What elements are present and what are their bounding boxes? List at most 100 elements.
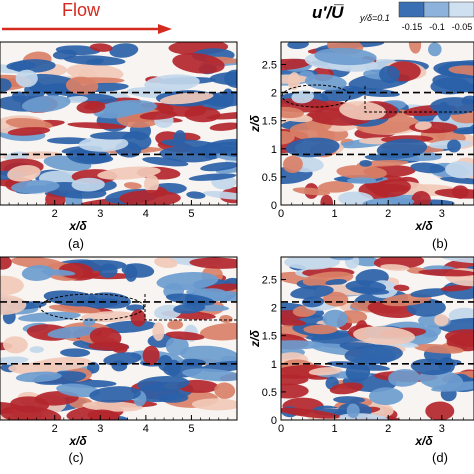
contour-patch: [71, 177, 105, 192]
contour-patch: [119, 189, 181, 205]
contour-patch: [76, 153, 114, 164]
contour-patch: [336, 165, 387, 180]
contour-patch: [432, 73, 474, 93]
contour-patch: [0, 78, 12, 93]
contour-patch: [285, 137, 340, 158]
contour-patch: [214, 382, 236, 399]
contour-patch: [281, 407, 340, 419]
contour-patch: [167, 319, 184, 330]
contour-patch: [346, 403, 360, 418]
y-tick-label: 2.5: [262, 274, 277, 286]
contour-patch: [380, 264, 410, 271]
contour-patch: [103, 352, 142, 366]
x-tick-label: 3: [97, 208, 103, 220]
contour-patch: [157, 392, 189, 403]
contour-patch: [136, 376, 190, 392]
panel-label: (b): [432, 236, 448, 251]
y-axis-label: z/δ: [248, 115, 262, 133]
contour-patch: [60, 348, 91, 358]
colorbar-title-sub: y/δ=0.1: [359, 13, 390, 23]
contour-patch: [109, 43, 139, 58]
contour-patch: [0, 294, 27, 315]
contour-patch: [90, 131, 141, 140]
panel-label: (d): [432, 450, 448, 465]
contour-patch: [308, 367, 343, 376]
x-tick-label: 2: [52, 208, 58, 220]
contour-patch: [191, 398, 237, 411]
x-tick-label: 3: [97, 423, 103, 435]
y-tick-label: 0.5: [262, 172, 277, 184]
contour-patch: [11, 91, 27, 103]
y-tick-label: 1.5: [262, 116, 277, 128]
y-tick-label: 2: [271, 303, 277, 315]
contour-patch: [329, 382, 363, 395]
contour-patch: [281, 316, 307, 326]
contour-patch: [184, 106, 221, 123]
x-tick-label: 4: [143, 208, 149, 220]
colorbar-tick-label: -0.05: [452, 22, 473, 32]
contour-patch: [430, 97, 474, 115]
contour-patch: [89, 43, 113, 52]
contour-patch: [413, 343, 464, 354]
contour-patch: [87, 361, 100, 374]
contour-patch: [304, 74, 347, 91]
contour-patch: [199, 322, 237, 341]
colorbar: [398, 1, 474, 18]
y-tick-label: 0: [271, 415, 277, 427]
annotation-ellipse: [281, 84, 351, 108]
panel-b: 0 1 2 3 0 0.5 1 1.5 2 2.5 z/δ x/δ (b): [248, 41, 474, 251]
contour-patch: [281, 340, 325, 350]
contour-patch: [56, 383, 101, 398]
contour-patch: [65, 96, 88, 103]
contour-patch: [339, 101, 387, 121]
contour-patch: [67, 122, 126, 129]
contour-patch: [55, 45, 101, 56]
contour-patch: [410, 358, 452, 376]
contour-patch: [0, 275, 24, 295]
contour-patch: [159, 92, 214, 105]
y-tick-label: 1: [271, 144, 277, 156]
contour-patch: [87, 409, 120, 420]
contour-patch: [333, 396, 366, 404]
contour-patch: [202, 191, 237, 200]
contour-patch: [144, 74, 200, 92]
contour-patch: [425, 401, 455, 420]
contour-patch: [325, 278, 347, 286]
contour-patch: [97, 166, 161, 180]
panel-a: 2 3 4 5 x/δ (a): [0, 41, 238, 251]
contour-patch: [189, 257, 237, 269]
contour-patch: [284, 257, 340, 270]
contour-patch: [344, 344, 403, 365]
y-tick-label: 1: [271, 359, 277, 371]
contour-patch: [314, 47, 377, 66]
contour-patch: [126, 304, 144, 311]
flow-label: Flow: [62, 0, 101, 20]
contour-patch: [427, 42, 442, 57]
contour-field: [281, 257, 474, 420]
contour-patch: [411, 190, 431, 205]
contour-patch: [152, 322, 165, 341]
contour-patch: [452, 127, 474, 135]
contour-patch: [303, 324, 338, 335]
x-tick-label: 0: [278, 208, 284, 220]
contour-patch: [345, 280, 387, 294]
annotation-ellipse: [39, 293, 145, 321]
contour-patch: [89, 386, 141, 403]
contour-patch: [139, 111, 178, 120]
contour-patch: [215, 165, 237, 174]
contour-patch: [29, 346, 44, 354]
contour-patch: [200, 161, 237, 172]
x-tick-label: 4: [143, 423, 149, 435]
contour-patch: [123, 182, 142, 190]
contour-patch: [165, 336, 189, 356]
contour-patch: [98, 263, 118, 278]
y-tick-label: 2: [271, 88, 277, 100]
contour-patch: [182, 368, 237, 382]
contour-patch: [410, 162, 446, 174]
contour-patch: [142, 156, 189, 167]
x-axis-label: x/δ: [414, 219, 433, 233]
contour-patch: [434, 314, 449, 327]
contour-patch: [344, 257, 360, 269]
contour-patch: [322, 309, 348, 328]
